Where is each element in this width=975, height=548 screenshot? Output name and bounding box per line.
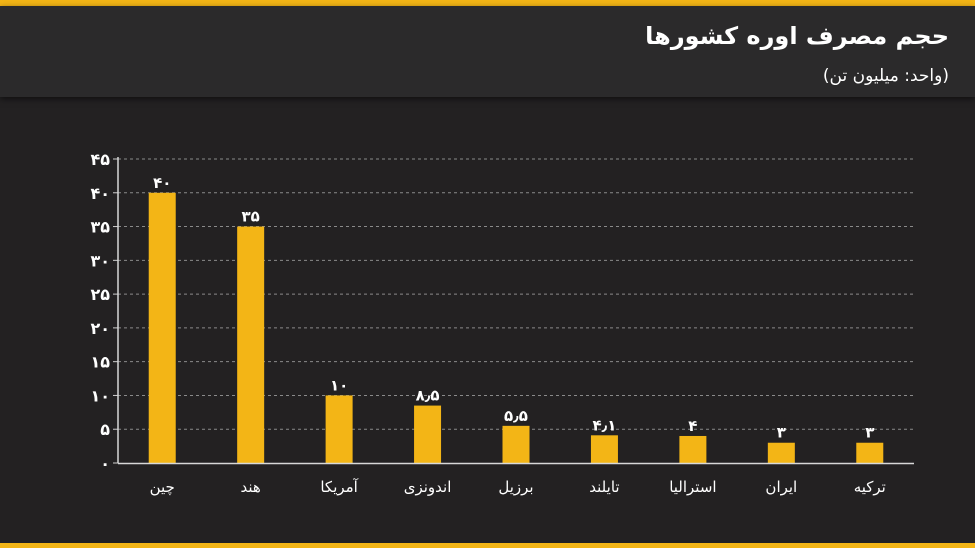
x-tick-label: ایران	[765, 478, 797, 496]
data-label: ۴	[688, 417, 697, 435]
bar	[856, 442, 884, 463]
y-tick-label: ۳۰	[90, 251, 110, 270]
y-tick-label: ۲۰	[90, 319, 110, 338]
data-label: ۴۰	[153, 174, 171, 192]
bar	[502, 425, 530, 463]
data-label: ۵٫۵	[504, 407, 528, 425]
x-tick-label: آمریکا	[320, 478, 358, 496]
y-axis-ticks: ۰ ۵ ۱۰ ۱۵ ۲۰ ۲۵ ۳۰ ۳۵ ۴۰ ۴۵	[90, 150, 118, 473]
y-tick-label: ۴۵	[90, 150, 110, 169]
data-label: ۱۰	[330, 376, 348, 394]
bar	[148, 192, 176, 463]
x-tick-label: استرالیا	[669, 478, 716, 496]
chart-header: حجم مصرف اوره کشورها (واحد: میلیون تن)	[0, 6, 975, 97]
bar	[679, 435, 707, 463]
bar	[325, 395, 353, 463]
x-axis-ticks: چین هند آمریکا اندونزی برزیل تایلند استرالیا ای…	[150, 478, 886, 496]
data-labels: ۴۰ ۳۵ ۱۰ ۸٫۵ ۵٫۵ ۴٫۱ ۴ ۳ ۳	[153, 174, 874, 442]
y-tick-label: ۱۰	[90, 386, 110, 405]
x-tick-label: ترکیه	[854, 478, 886, 496]
y-tick-label: ۵	[100, 420, 110, 439]
x-tick-label: چین	[150, 478, 175, 496]
y-tick-label: ۱۵	[90, 353, 110, 372]
bar	[237, 226, 265, 463]
x-tick-label: تایلند	[589, 478, 619, 496]
y-tick-label: ۲۵	[90, 285, 110, 304]
data-label: ۸٫۵	[416, 387, 440, 405]
y-tick-label: ۴۰	[90, 184, 110, 203]
bar	[414, 405, 442, 463]
y-tick-label: ۳۵	[90, 218, 110, 237]
data-label: ۴٫۱	[592, 416, 616, 434]
data-label: ۳۵	[242, 208, 260, 226]
x-tick-label: برزیل	[498, 478, 533, 496]
chart-title: حجم مصرف اوره کشورها	[645, 22, 949, 50]
y-tick-label: ۰	[100, 454, 110, 473]
bar	[590, 435, 618, 463]
x-tick-label: هند	[241, 478, 261, 496]
bar	[767, 442, 795, 463]
bottom-accent-stripe	[0, 543, 975, 548]
chart-subtitle: (واحد: میلیون تن)	[822, 66, 949, 86]
bars	[148, 192, 884, 463]
data-label: ۳	[777, 424, 786, 442]
top-accent-stripe	[0, 0, 975, 6]
x-tick-label: اندونزی	[404, 478, 452, 496]
data-label: ۳	[865, 424, 874, 442]
